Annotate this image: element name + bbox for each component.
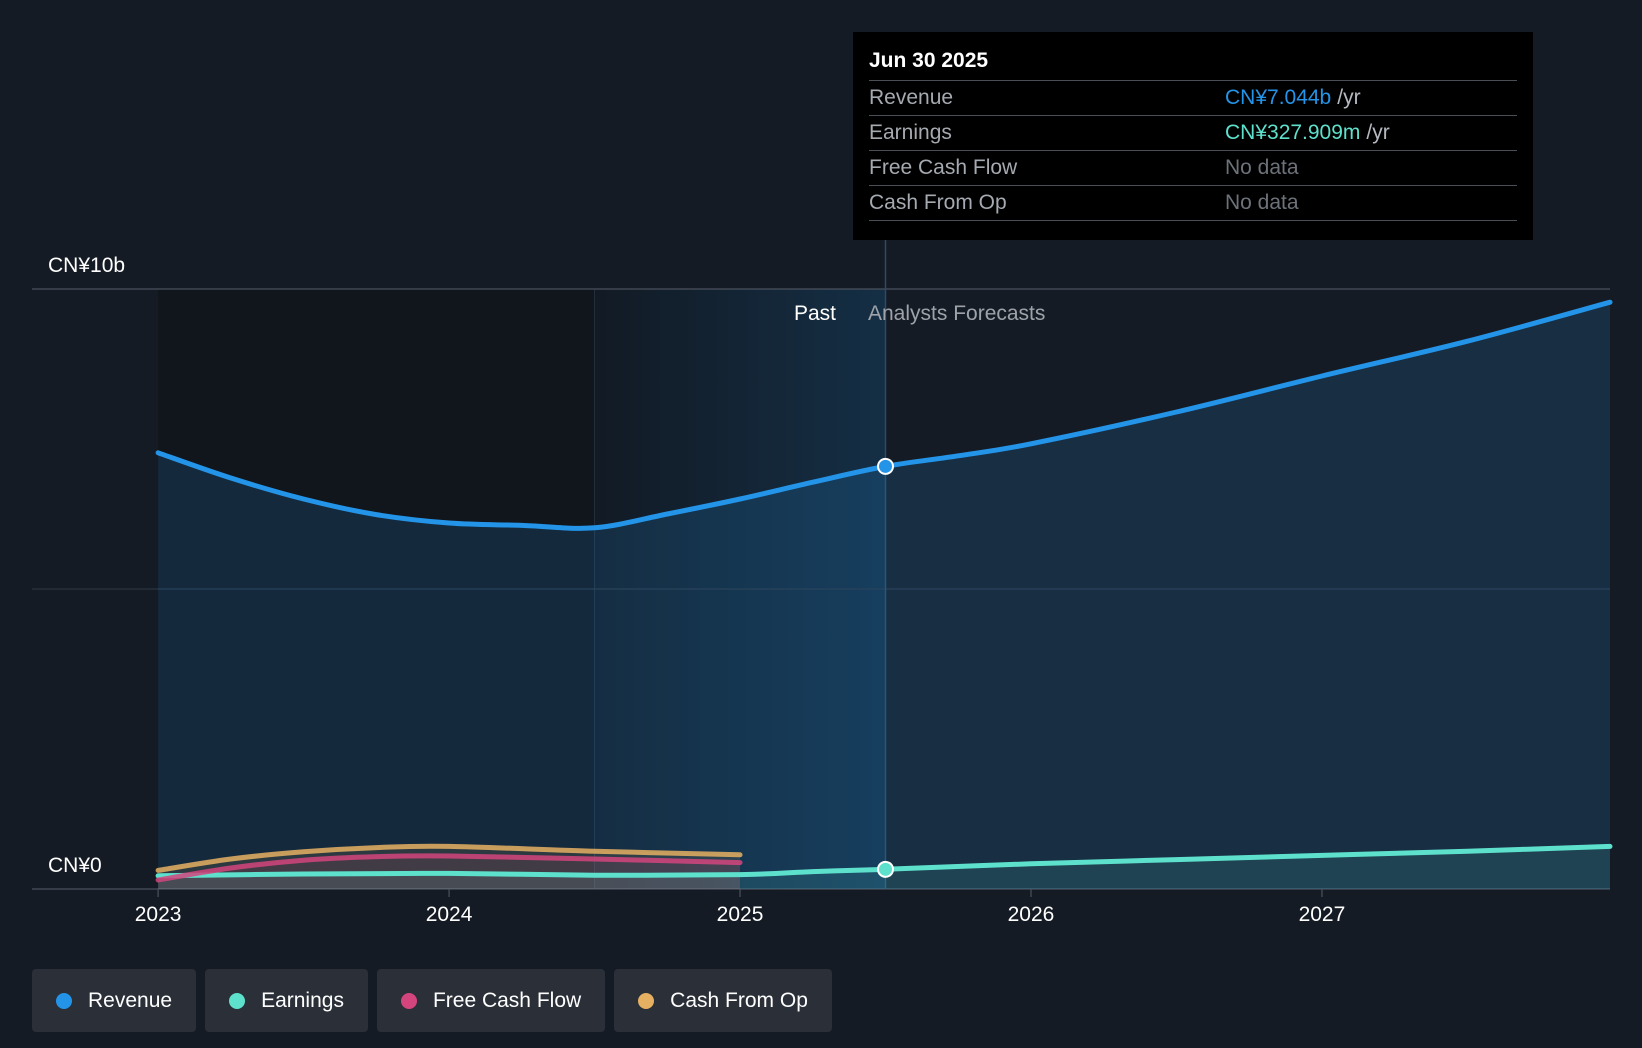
x-tick-label: 2026	[1008, 903, 1055, 926]
tooltip-label: Free Cash Flow	[869, 156, 1018, 179]
tooltip-unit: /yr	[1337, 86, 1361, 109]
earnings-area	[158, 846, 1610, 889]
y-axis-top-label: CN¥10b	[48, 254, 125, 277]
tooltip-unit: /yr	[1366, 121, 1390, 144]
legend-dot-icon	[638, 992, 655, 1009]
legend-label: Free Cash Flow	[432, 988, 582, 1012]
legend-item-free-cash-flow[interactable]: Free Cash Flow	[376, 969, 606, 1032]
x-tick-label: 2023	[135, 903, 182, 926]
legend: Revenue Earnings Free Cash Flow Cash Fro…	[32, 969, 832, 1032]
tooltip-value: CN¥327.909m	[1225, 121, 1361, 144]
legend-label: Cash From Op	[670, 988, 808, 1012]
tooltip-value: No data	[1225, 191, 1299, 214]
tooltip-value: CN¥7.044b	[1225, 86, 1332, 109]
tooltip-value: No data	[1225, 156, 1299, 179]
x-tick-label: 2027	[1299, 903, 1346, 926]
x-tick-label: 2025	[717, 903, 764, 926]
revenue-area	[158, 302, 1610, 889]
legend-dot-icon	[229, 992, 246, 1009]
chart-area: CN¥10b CN¥0 Past Analysts Forecasts 2023…	[32, 240, 1613, 926]
tooltip-row-cfo: Cash From Op No data	[869, 186, 1517, 221]
forecast-label: Analysts Forecasts	[868, 302, 1045, 325]
revenue-marker	[877, 457, 895, 475]
tooltip-date: Jun 30 2025	[869, 46, 1517, 81]
earnings-marker	[877, 860, 895, 878]
legend-label: Revenue	[88, 988, 173, 1012]
cash-from-op-line	[155, 843, 743, 873]
legend-dot-icon	[400, 992, 417, 1009]
y-axis-bottom-label: CN¥0	[48, 854, 102, 877]
tooltip-label: Revenue	[869, 86, 954, 109]
earnings-line	[155, 843, 1613, 879]
tooltip-label: Earnings	[869, 121, 952, 144]
legend-item-earnings[interactable]: Earnings	[205, 969, 368, 1032]
tooltip-panel: Jun 30 2025 Revenue CN¥7.044b/yr Earning…	[853, 32, 1533, 240]
free-cash-flow-line	[155, 853, 743, 883]
legend-item-cash-from-op[interactable]: Cash From Op	[614, 969, 832, 1032]
legend-item-revenue[interactable]: Revenue	[32, 969, 197, 1032]
tooltip-row-fcf: Free Cash Flow No data	[869, 151, 1517, 186]
revenue-line	[155, 299, 1613, 531]
tooltip-row-earnings: Earnings CN¥327.909m/yr	[869, 116, 1517, 151]
legend-label: Earnings	[261, 988, 344, 1012]
tooltip-row-revenue: Revenue CN¥7.044b/yr	[869, 81, 1517, 116]
past-label: Past	[794, 302, 836, 325]
x-tick-label: 2024	[426, 903, 473, 926]
tooltip-label: Cash From Op	[869, 191, 1007, 214]
legend-dot-icon	[56, 992, 72, 1009]
